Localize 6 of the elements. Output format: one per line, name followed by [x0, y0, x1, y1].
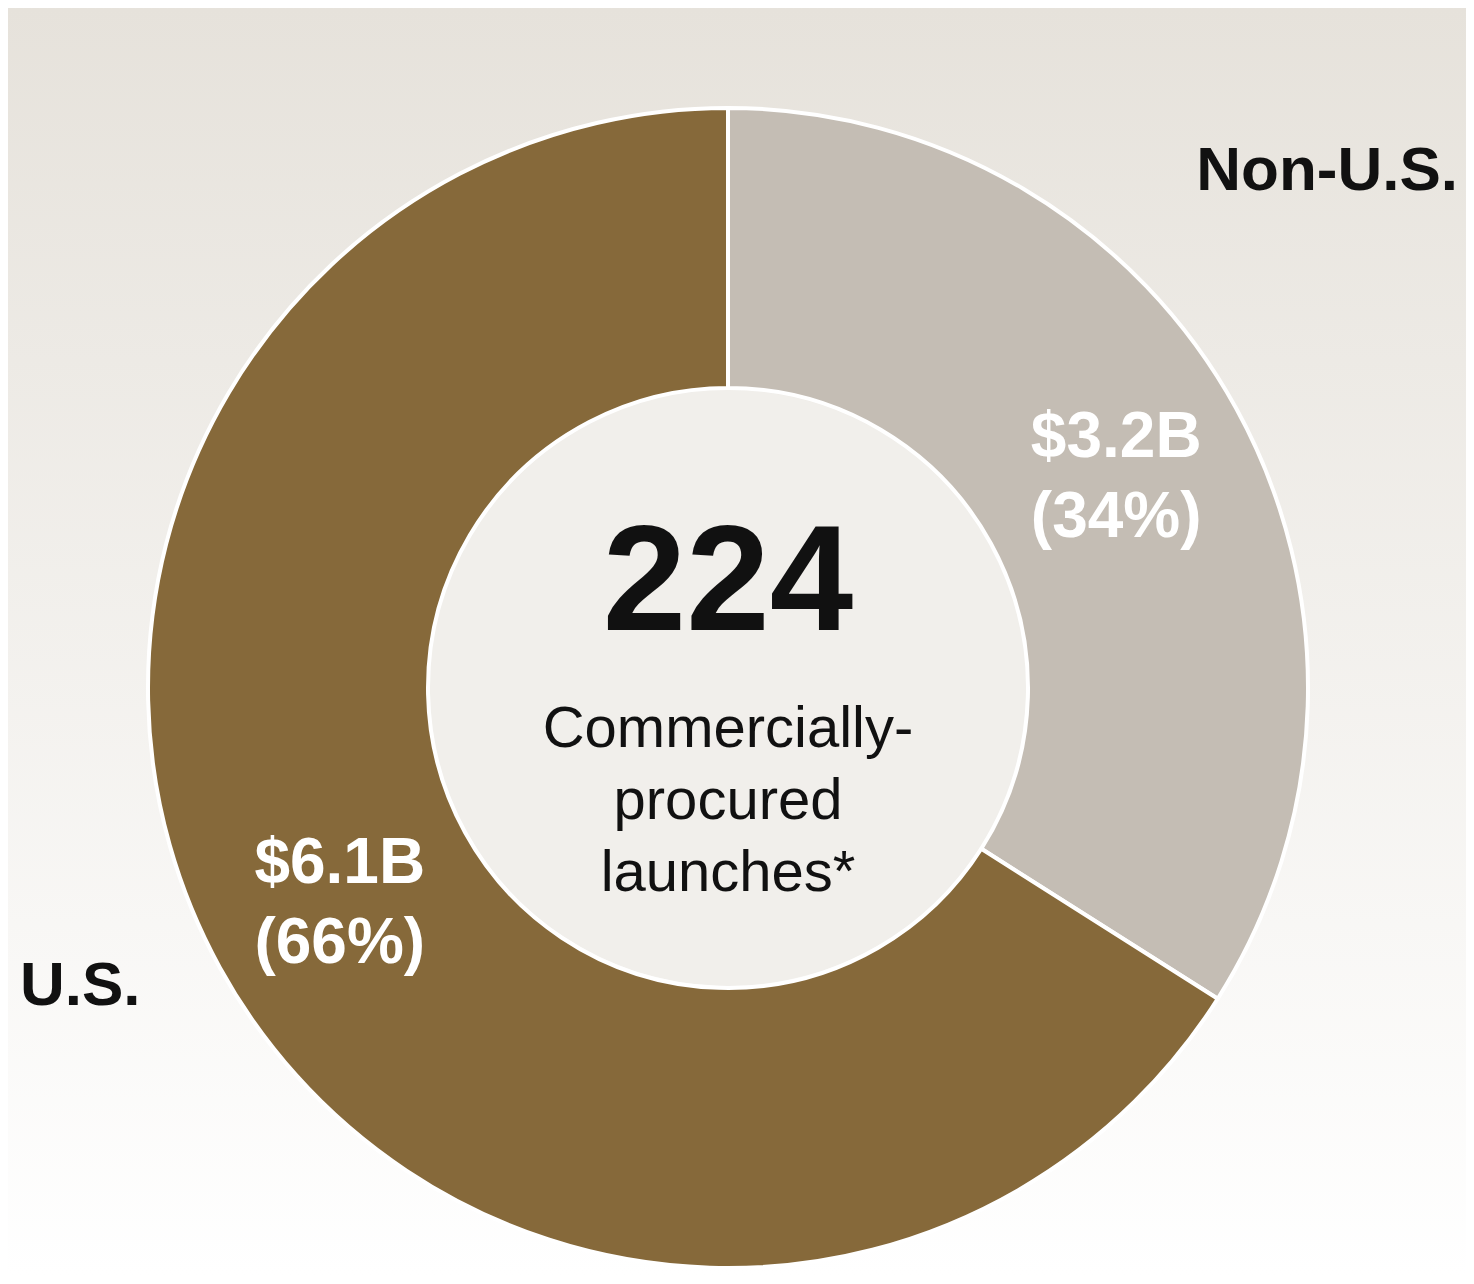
text: Commercially- procured launches* — [542, 693, 914, 903]
data-label: $3.2B (34%) — [1030, 398, 1202, 551]
text: 224 — [602, 494, 854, 662]
slice-label: Non-U.S. — [1196, 133, 1458, 203]
data-label: $6.1B (66%) — [254, 825, 426, 978]
slice-label: U.S. — [20, 948, 141, 1018]
